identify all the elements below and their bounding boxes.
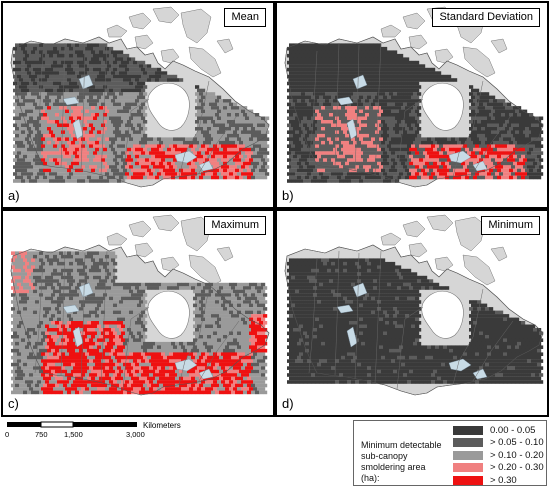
legend-swatch xyxy=(453,475,483,485)
map-panel-mean: Mean a) xyxy=(1,1,275,209)
canada-map-minimum xyxy=(277,211,547,415)
legend-swatch xyxy=(453,425,483,435)
canada-map-standard-deviation xyxy=(277,3,547,207)
scale-tick-750: 750 xyxy=(35,430,48,439)
panel-title: Standard Deviation xyxy=(432,8,540,27)
canada-map-maximum xyxy=(3,211,273,415)
scale-tick-0: 0 xyxy=(5,430,9,439)
panel-label: b) xyxy=(282,188,294,203)
scale-segment-3 xyxy=(73,422,137,427)
legend-label: 0.00 - 0.05 xyxy=(490,424,536,436)
scale-tick-1500: 1,500 xyxy=(64,430,83,439)
map-panel-standard-deviation: Standard Deviation b) xyxy=(275,1,549,209)
scale-unit-label: Kilometers xyxy=(143,421,181,430)
panel-title: Minimum xyxy=(481,216,540,235)
scale-tick-3000: 3,000 xyxy=(126,430,145,439)
panel-label: d) xyxy=(282,396,294,411)
scale-segment-1 xyxy=(7,422,41,427)
legend-item: > 0.30 xyxy=(453,474,544,486)
legend-item: > 0.10 - 0.20 xyxy=(453,449,544,461)
panel-title: Mean xyxy=(224,8,266,27)
legend-items: 0.00 - 0.05 > 0.05 - 0.10 > 0.10 - 0.20 … xyxy=(453,424,544,487)
scale-segment-2 xyxy=(40,421,74,428)
legend-label: > 0.10 - 0.20 xyxy=(490,449,544,461)
scale-bar: Kilometers 0 750 1,500 3,000 xyxy=(5,421,181,439)
legend-swatch xyxy=(453,450,483,460)
legend-item: > 0.20 - 0.30 xyxy=(453,462,544,474)
map-panel-maximum: Maximum c) xyxy=(1,209,275,417)
legend-swatch xyxy=(453,438,483,447)
legend-item: > 0.05 - 0.10 xyxy=(453,437,544,449)
legend-swatch xyxy=(453,463,483,472)
legend-label: > 0.05 - 0.10 xyxy=(490,437,544,448)
canada-map-mean xyxy=(3,3,273,207)
scale-bar-segments xyxy=(7,421,137,428)
legend: Minimum detectable sub-canopy smoldering… xyxy=(353,420,547,486)
legend-title: Minimum detectable sub-canopy smoldering… xyxy=(361,440,442,483)
legend-item: 0.00 - 0.05 xyxy=(453,424,544,436)
panel-label: c) xyxy=(8,396,19,411)
panel-title: Maximum xyxy=(204,216,266,235)
panel-label: a) xyxy=(8,188,20,203)
legend-label: > 0.20 - 0.30 xyxy=(490,462,544,473)
map-panel-minimum: Minimum d) xyxy=(275,209,549,417)
legend-label: > 0.30 xyxy=(490,474,517,486)
